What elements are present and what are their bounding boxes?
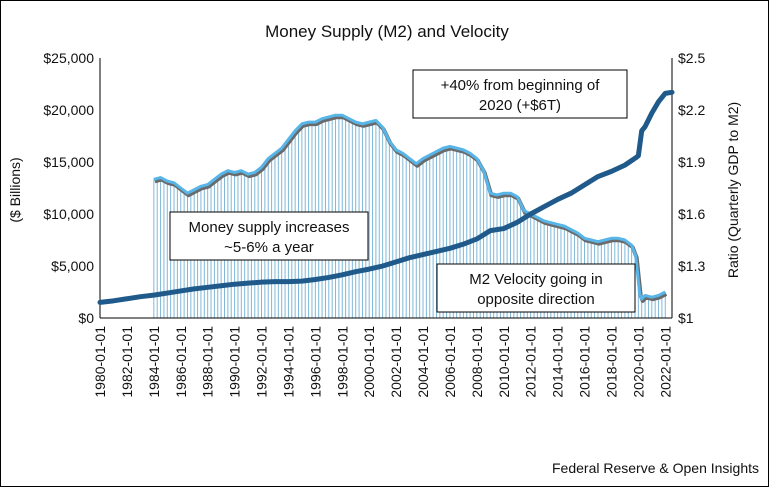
right-axis-label: Ratio (Quarterly GDP to M2) [725, 102, 741, 278]
x-tick-label: 1996-01-01 [307, 326, 323, 398]
x-tick-label: 2014-01-01 [550, 326, 566, 398]
x-tick-label: 2006-01-01 [442, 326, 458, 398]
axes [99, 58, 673, 319]
annotation-covid: +40% from beginning of 2020 (+$6T) [412, 69, 628, 119]
right-tick-label: $2.5 [678, 50, 705, 66]
annotation-velocity-line2: opposite direction [477, 291, 595, 308]
x-tick-label: 2004-01-01 [415, 326, 431, 398]
left-axis-tick-labels: $0 $5,000 $10,000 $15,000 $20,000 $25,000 [43, 50, 94, 326]
m2-supply-line [97, 89, 675, 305]
left-axis-label: ($ Billions) [7, 157, 23, 222]
x-tick-label: 2020-01-01 [630, 326, 646, 398]
left-tick-label: $5,000 [51, 258, 94, 274]
x-tick-label: 2000-01-01 [361, 326, 377, 398]
x-tick-label: 1992-01-01 [254, 326, 270, 398]
x-tick-label: 2008-01-01 [469, 326, 485, 398]
annotation-supply-growth-line2: ~5-6% a year [224, 239, 314, 256]
annotation-covid-line1: +40% from beginning of [441, 77, 601, 94]
annotation-supply-growth: Money supply increases ~5-6% a year [169, 211, 369, 261]
x-tick-label: 2016-01-01 [577, 326, 593, 398]
left-tick-label: $10,000 [43, 206, 94, 222]
annotation-velocity: M2 Velocity going in opposite direction [436, 263, 636, 313]
right-tick-label: $1.9 [678, 154, 705, 170]
x-axis-tick-labels: 1980-01-01 1982-01-01 1984-01-01 1986-01-01… [92, 326, 673, 398]
left-tick-label: $15,000 [43, 154, 94, 170]
right-tick-label: $2.2 [678, 102, 705, 118]
series-lines [97, 89, 675, 305]
annotation-velocity-line1: M2 Velocity going in [469, 271, 602, 288]
x-tick-label: 2002-01-01 [388, 326, 404, 398]
right-axis-tick-labels: $1 $1.3 $1.6 $1.9 $2.2 $2.5 [678, 50, 705, 326]
x-tick-label: 1990-01-01 [227, 326, 243, 398]
left-tick-label: $0 [78, 310, 94, 326]
x-tick-label: 1986-01-01 [173, 326, 189, 398]
x-tick-label: 1984-01-01 [146, 326, 162, 398]
x-tick-label: 2018-01-01 [603, 326, 619, 398]
x-tick-label: 1980-01-01 [92, 326, 108, 398]
left-tick-label: $25,000 [43, 50, 94, 66]
source-credit: Federal Reserve & Open Insights [552, 460, 759, 476]
x-tick-label: 2010-01-01 [496, 326, 512, 398]
right-tick-label: $1.6 [678, 206, 705, 222]
x-tick-label: 1998-01-01 [334, 326, 350, 398]
x-tick-label: 1994-01-01 [280, 326, 296, 398]
x-tick-label: 2022-01-01 [657, 326, 673, 398]
left-tick-label: $20,000 [43, 102, 94, 118]
annotation-supply-growth-line1: Money supply increases [189, 219, 350, 236]
right-tick-label: $1 [678, 310, 694, 326]
annotation-covid-line2: 2020 (+$6T) [479, 97, 561, 114]
x-tick-label: 1988-01-01 [200, 326, 216, 398]
chart-title: Money Supply (M2) and Velocity [265, 22, 509, 41]
x-tick-label: 1982-01-01 [119, 326, 135, 398]
right-tick-label: $1.3 [678, 258, 705, 274]
velocity-line [153, 113, 666, 301]
x-tick-label: 2012-01-01 [523, 326, 539, 398]
